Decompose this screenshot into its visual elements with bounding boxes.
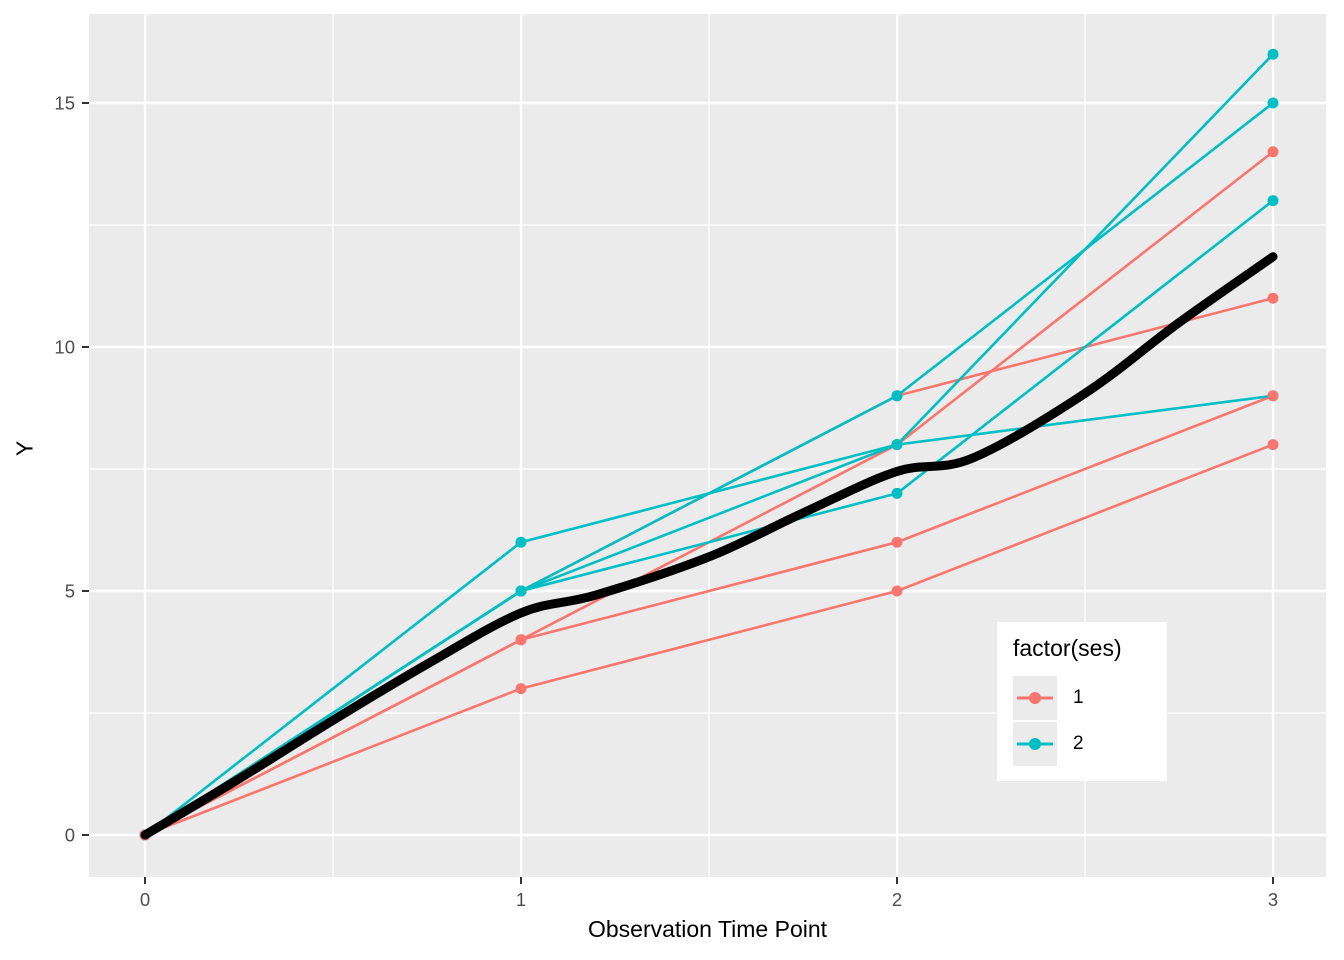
- data-point-subject-5: [891, 390, 903, 402]
- y-tick-label: 0: [65, 825, 75, 846]
- data-point-subject-1: [515, 683, 527, 695]
- legend-entry-ses1: 1: [1013, 676, 1167, 720]
- data-point-subject-5: [1267, 97, 1279, 109]
- legend-glyph-line-point-teal: [1017, 738, 1053, 750]
- legend-glyph-line-point-red: [1017, 692, 1053, 704]
- data-point-subject-1: [891, 585, 903, 597]
- y-tick-label: 10: [54, 337, 75, 358]
- x-tick-label: 1: [516, 889, 526, 910]
- legend-entry-ses2: 2: [1013, 722, 1167, 766]
- legend-label-ses2: 2: [1073, 733, 1084, 754]
- data-point-subject-2: [1267, 390, 1279, 402]
- data-point-subject-1: [1267, 439, 1279, 451]
- legend-key-ses1: [1013, 676, 1057, 720]
- data-point-subject-7: [891, 439, 903, 451]
- data-point-subject-6: [515, 536, 527, 548]
- y-tick-label: 15: [54, 93, 75, 114]
- trajectory-line-subject-1: [144, 443, 1274, 837]
- legend-label-ses1: 1: [1073, 687, 1084, 708]
- data-point-subject-4: [1267, 292, 1279, 304]
- data-point-subject-2: [891, 536, 903, 548]
- data-point-subject-2: [515, 634, 527, 646]
- legend-title: factor(ses): [1013, 635, 1122, 661]
- trajectory-line-subject-6: [144, 53, 1274, 837]
- trajectory-line-subject-8: [144, 199, 1274, 837]
- legend: factor(ses) 1 2: [997, 622, 1167, 781]
- y-tick-label: 5: [65, 581, 75, 602]
- x-axis-title: Observation Time Point: [587, 916, 828, 942]
- data-point-subject-8: [891, 487, 903, 499]
- data-point-subject-8: [1267, 195, 1279, 207]
- legend-key-ses2: [1013, 722, 1057, 766]
- x-tick-label: 2: [892, 889, 902, 910]
- x-tick-label: 0: [140, 889, 150, 910]
- data-point-subject-8: [515, 585, 527, 597]
- data-point-subject-3: [1267, 146, 1279, 158]
- loess-smooth-curve: [140, 252, 1278, 840]
- data-point-subject-6: [1267, 48, 1279, 60]
- x-tick-label: 3: [1268, 889, 1278, 910]
- y-axis-title: Y: [11, 440, 38, 457]
